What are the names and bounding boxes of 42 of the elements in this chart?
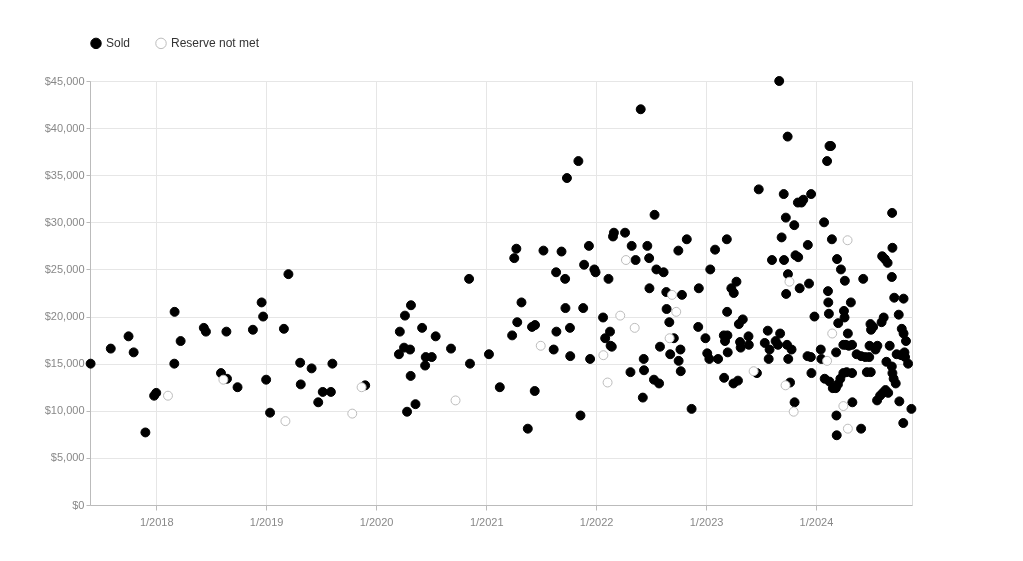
point <box>827 328 838 339</box>
y-tick-label: $5,000 <box>50 451 85 464</box>
point <box>615 310 626 321</box>
point <box>842 423 853 434</box>
point <box>784 276 795 287</box>
point <box>822 355 833 366</box>
point <box>780 380 791 391</box>
legend-label: Reserve not met <box>171 36 260 51</box>
x-tick-label: 1/2019 <box>249 515 284 528</box>
y-tick-label: $25,000 <box>44 262 85 275</box>
point <box>620 255 631 265</box>
point <box>602 377 613 388</box>
point <box>667 289 677 300</box>
point <box>842 235 853 246</box>
point <box>280 416 291 427</box>
point <box>347 408 358 419</box>
legend-label: Sold <box>106 36 131 51</box>
x-tick-label: 1/2018 <box>139 515 174 528</box>
y-tick-label: $45,000 <box>44 74 85 87</box>
point <box>671 306 682 317</box>
point <box>356 382 367 393</box>
y-tick-label: $30,000 <box>44 215 85 228</box>
point <box>838 401 849 412</box>
y-tick-label: $10,000 <box>44 404 85 417</box>
point <box>163 390 173 401</box>
y-tick-label: $20,000 <box>44 310 85 323</box>
x-tick-label: 1/2023 <box>689 515 724 528</box>
point <box>218 374 229 385</box>
x-tick-label: 1/2021 <box>469 515 504 528</box>
point <box>450 395 461 406</box>
y-tick-label: $15,000 <box>44 357 85 370</box>
point <box>629 322 640 333</box>
point <box>664 333 675 344</box>
y-tick-label: $0 <box>72 498 85 511</box>
y-tick-label: $40,000 <box>44 121 85 134</box>
x-tick-label: 1/2024 <box>799 515 834 528</box>
x-tick-label: 1/2022 <box>579 515 614 528</box>
y-tick-label: $35,000 <box>44 168 85 181</box>
point <box>788 406 799 417</box>
point <box>535 340 546 351</box>
point <box>598 350 609 361</box>
x-tick-label: 1/2020 <box>359 515 394 528</box>
